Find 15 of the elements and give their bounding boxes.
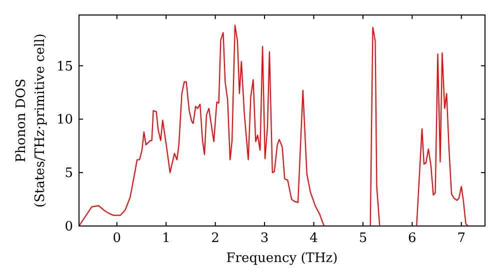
y-tick-label: 10 xyxy=(56,112,73,128)
x-tick-label: 4 xyxy=(310,231,318,246)
y-tick-label: 15 xyxy=(56,59,73,74)
x-tick-label: 6 xyxy=(408,231,416,246)
y-tick-label: 0 xyxy=(64,220,73,235)
y-axis-title: Phonon DOS (States/THz·primitive cell) xyxy=(14,33,48,208)
x-tick-label: 5 xyxy=(358,231,368,246)
x-tick-label: 7 xyxy=(457,231,466,246)
x-axis-title: Frequency (THz) xyxy=(226,251,338,266)
y-tick-label: 5 xyxy=(64,166,73,182)
x-tick-label: 3 xyxy=(260,231,269,246)
x-tick-label: 1 xyxy=(162,231,170,246)
x-tick-label: 0 xyxy=(112,231,122,246)
line-series xyxy=(79,24,469,226)
x-tick-label: 2 xyxy=(211,231,220,246)
